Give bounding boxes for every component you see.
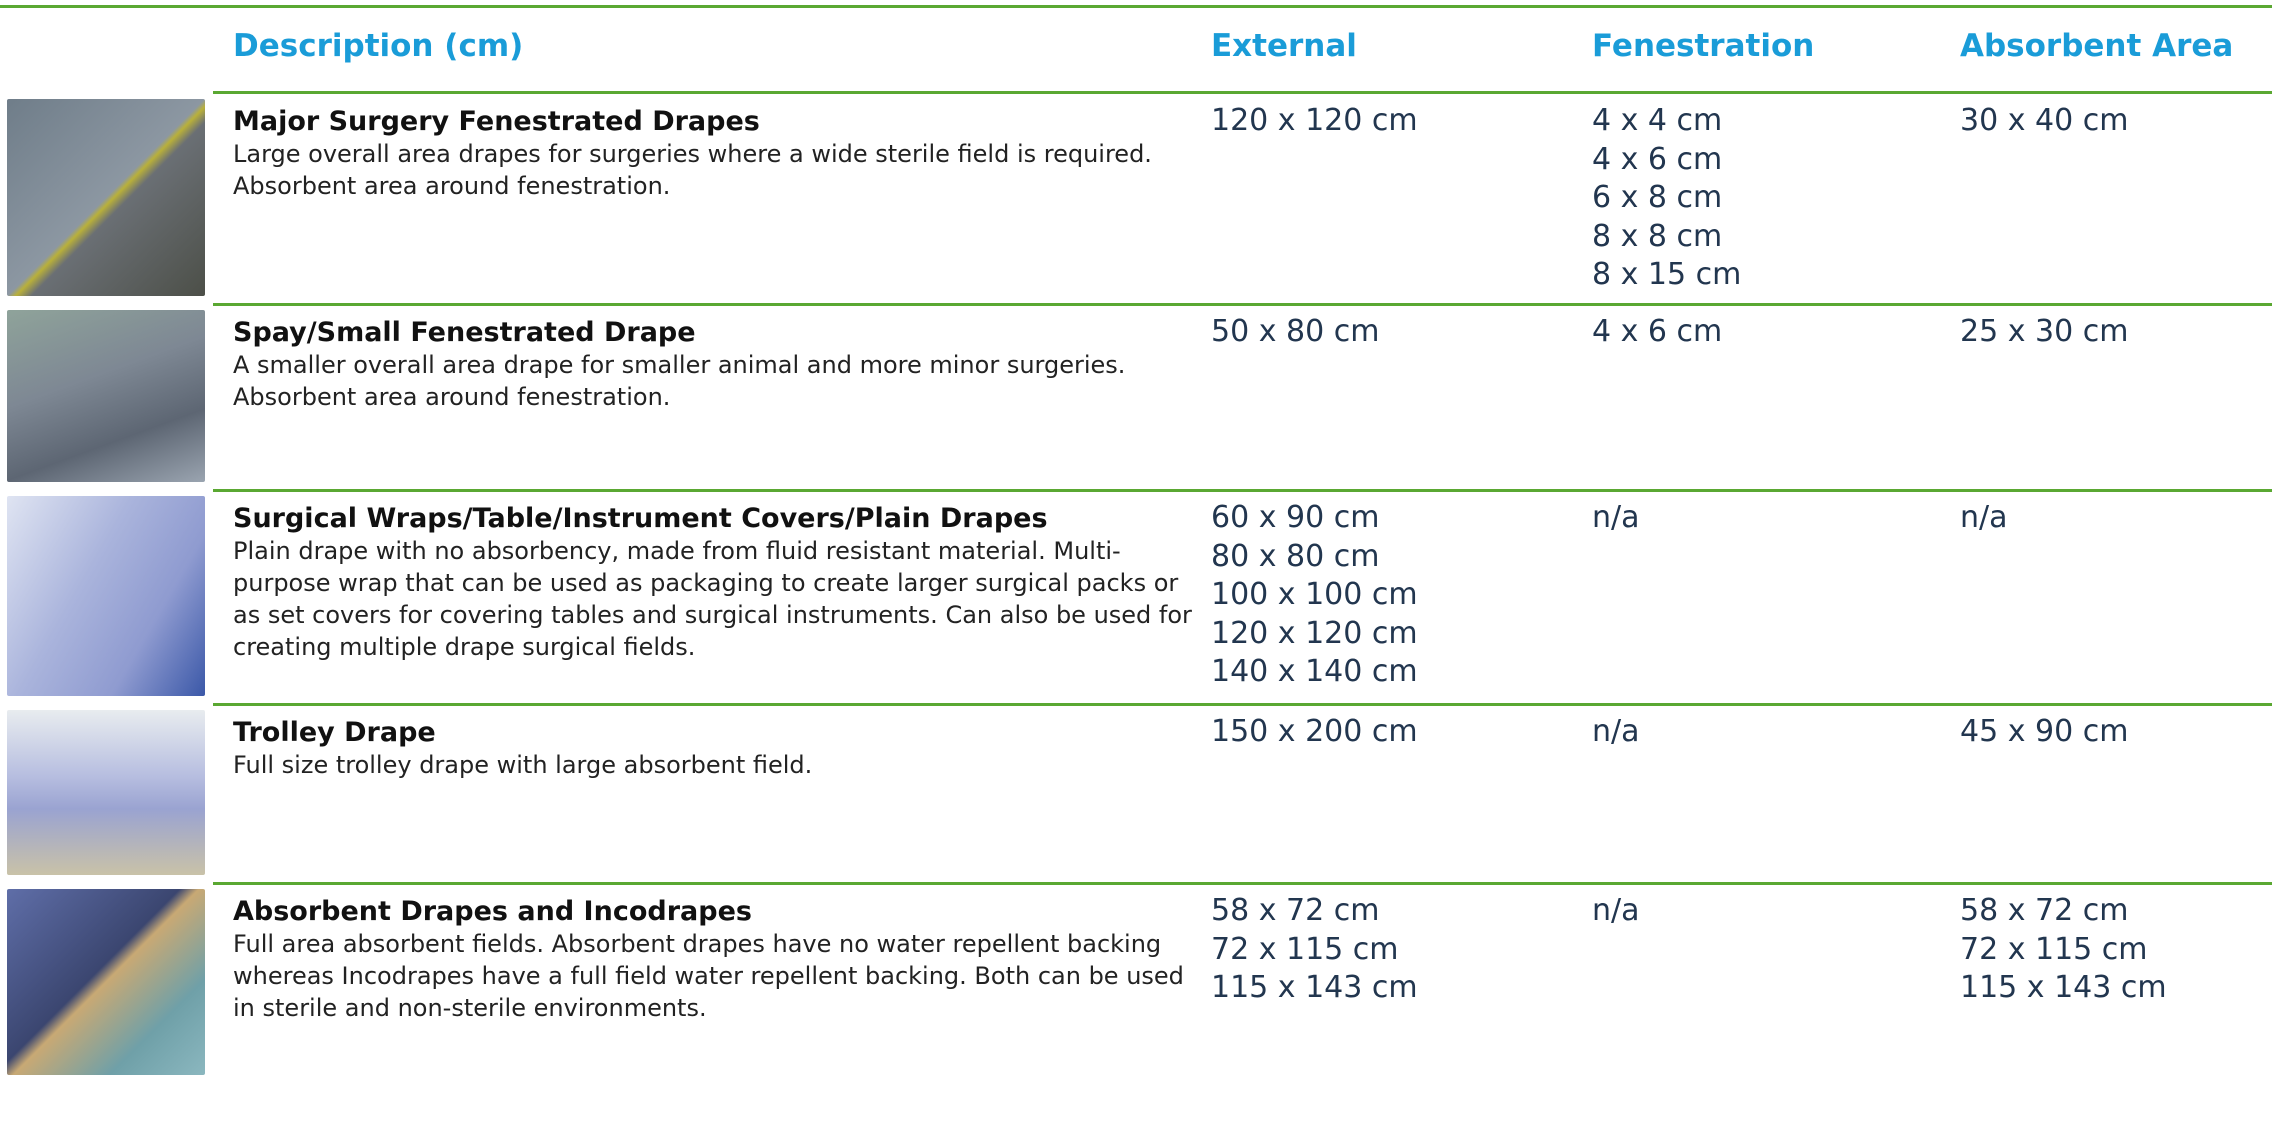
product-title: Major Surgery Fenestrated Drapes [233, 106, 760, 137]
size-value: 150 x 200 cm [1211, 713, 1418, 752]
size-value: n/a [1960, 499, 2008, 538]
size-value: 120 x 120 cm [1211, 102, 1418, 141]
external-values: 50 x 80 cm [1211, 313, 1379, 352]
absorbent-values: n/a [1960, 499, 2008, 538]
product-description: A smaller overall area drape for smaller… [233, 349, 1193, 413]
size-value: 60 x 90 cm [1211, 499, 1418, 538]
top-rule [0, 5, 2272, 8]
row-rule [213, 703, 2272, 706]
row-rule [213, 303, 2272, 306]
product-image [7, 310, 205, 482]
page: {"header": ["Description (cm)", "Externa… [0, 0, 2282, 1128]
size-value: 45 x 90 cm [1960, 713, 2128, 752]
size-value: 72 x 115 cm [1211, 931, 1418, 970]
size-value: 4 x 4 cm [1592, 102, 1741, 141]
size-value: 100 x 100 cm [1211, 576, 1418, 615]
size-value: 4 x 6 cm [1592, 141, 1741, 180]
size-value: 50 x 80 cm [1211, 313, 1379, 352]
column-header: Fenestration [1592, 28, 1814, 64]
fenestration-values: n/a [1592, 713, 1640, 752]
row-rule [213, 882, 2272, 885]
product-description: Large overall area drapes for surgeries … [233, 138, 1193, 202]
size-value: 58 x 72 cm [1960, 892, 2167, 931]
column-header: Description (cm) [233, 28, 523, 64]
size-value: 140 x 140 cm [1211, 653, 1418, 692]
size-value: 80 x 80 cm [1211, 538, 1418, 577]
external-values: 120 x 120 cm [1211, 102, 1418, 141]
row-rule [213, 489, 2272, 492]
product-title: Trolley Drape [233, 717, 436, 748]
size-value: 4 x 6 cm [1592, 313, 1722, 352]
product-image [7, 496, 205, 696]
absorbent-values: 45 x 90 cm [1960, 713, 2128, 752]
fenestration-values: 4 x 6 cm [1592, 313, 1722, 352]
product-image [7, 710, 205, 875]
absorbent-values: 30 x 40 cm [1960, 102, 2128, 141]
product-title: Surgical Wraps/Table/Instrument Covers/P… [233, 503, 1048, 534]
size-value: 6 x 8 cm [1592, 179, 1741, 218]
size-value: 25 x 30 cm [1960, 313, 2128, 352]
size-value: 115 x 143 cm [1960, 969, 2167, 1008]
product-title: Absorbent Drapes and Incodrapes [233, 896, 752, 927]
size-value: n/a [1592, 892, 1640, 931]
size-value: n/a [1592, 713, 1640, 752]
column-header: Absorbent Area [1960, 28, 2233, 64]
size-value: 8 x 15 cm [1592, 256, 1741, 295]
product-title: Spay/Small Fenestrated Drape [233, 317, 696, 348]
size-value: 30 x 40 cm [1960, 102, 2128, 141]
size-value: 72 x 115 cm [1960, 931, 2167, 970]
absorbent-values: 25 x 30 cm [1960, 313, 2128, 352]
size-value: 8 x 8 cm [1592, 218, 1741, 257]
size-value: 120 x 120 cm [1211, 615, 1418, 654]
size-value: 115 x 143 cm [1211, 969, 1418, 1008]
column-header: External [1211, 28, 1357, 64]
product-image [7, 889, 205, 1075]
size-value: n/a [1592, 499, 1640, 538]
size-value: 58 x 72 cm [1211, 892, 1418, 931]
fenestration-values: n/a [1592, 892, 1640, 931]
product-description: Full size trolley drape with large absor… [233, 749, 1193, 781]
header-rule [213, 91, 2272, 94]
product-image [7, 99, 205, 296]
product-description: Full area absorbent fields. Absorbent dr… [233, 928, 1193, 1024]
fenestration-values: n/a [1592, 499, 1640, 538]
external-values: 150 x 200 cm [1211, 713, 1418, 752]
product-description: Plain drape with no absorbency, made fro… [233, 535, 1193, 663]
